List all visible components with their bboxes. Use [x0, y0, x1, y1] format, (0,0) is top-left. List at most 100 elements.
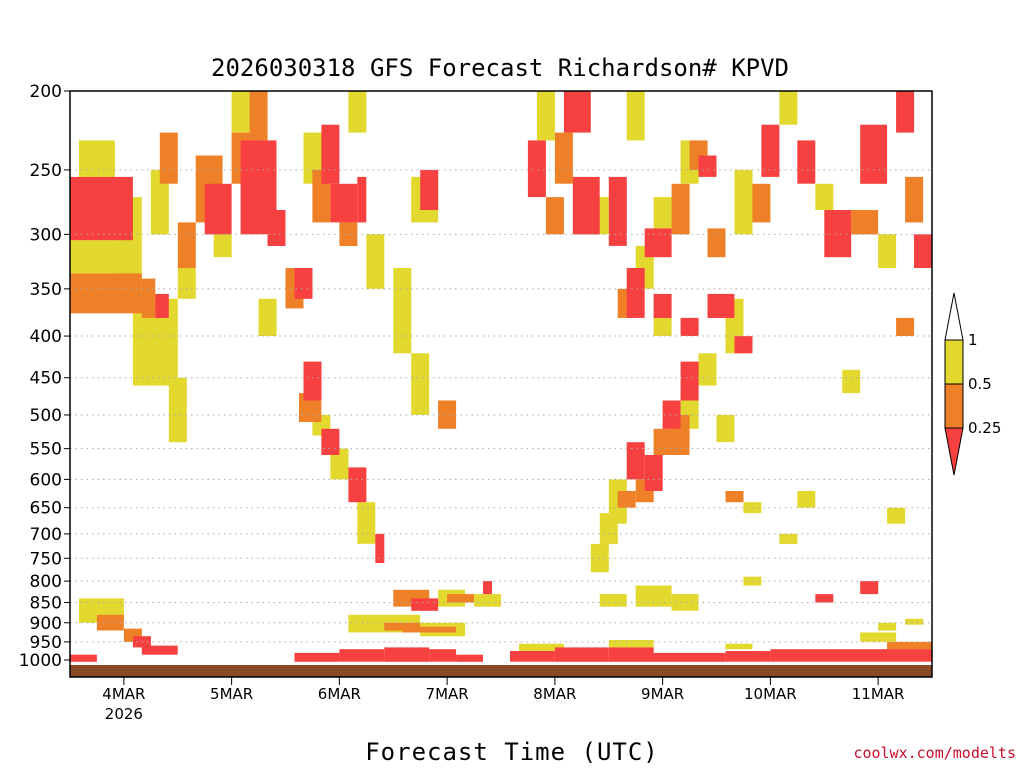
- contour-cell-ri-0.25-0.5: [617, 491, 636, 508]
- contour-cell-ri-0.5-1: [411, 353, 430, 415]
- y-tick-label-1000: 1000: [19, 651, 62, 671]
- contour-cell-ri-below-0.25: [321, 124, 340, 184]
- colorbar-segment-below-0.25: [944, 427, 964, 476]
- contour-cell-ri-below-0.25: [626, 268, 645, 318]
- contour-cell-ri-below-0.25: [860, 581, 879, 595]
- contour-cell-ri-below-0.25: [267, 210, 286, 246]
- contour-cell-ri-below-0.25: [411, 598, 439, 611]
- contour-cell-ri-0.5-1: [671, 594, 699, 611]
- contour-cell-ri-0.5-1: [878, 234, 897, 268]
- contour-cell-ri-below-0.25: [357, 176, 367, 223]
- contour-cell-ri-0.25-0.5: [896, 317, 915, 336]
- y-tick-label-200: 200: [30, 82, 62, 102]
- contour-cell-ri-0.5-1: [635, 585, 672, 607]
- contour-cell-ri-below-0.25: [572, 176, 600, 235]
- contour-cell-ri-0.5-1: [734, 169, 753, 235]
- contour-cell-ri-0.5-1: [168, 377, 187, 443]
- contour-cell-ri-below-0.25: [662, 400, 681, 429]
- contour-cell-ri-below-0.25: [797, 140, 816, 184]
- contour-cell-ri-below-0.25: [815, 594, 834, 603]
- x-tick-label-9MAR: 9MAR: [641, 685, 684, 703]
- contour-cell-ri-0.25-0.5: [887, 641, 932, 650]
- contour-cell-ri-0.5-1: [779, 533, 798, 544]
- colorbar-segment-0.25-0.5: [944, 383, 964, 429]
- contour-cell-ri-0.5-1: [79, 140, 115, 177]
- contour-cell-ri-below-0.25: [330, 183, 358, 223]
- contour-cell-ri-0.25-0.5: [707, 228, 726, 258]
- y-tick-label-450: 450: [30, 369, 62, 389]
- contour-cell-ri-below-0.25: [384, 647, 430, 662]
- contour-cell-ri-0.5-1: [779, 91, 798, 125]
- y-tick-label-950: 950: [30, 633, 62, 653]
- y-axis: 200 250 300 350 400 450 500 550 600 650 700 750 8008…: [19, 82, 70, 671]
- contour-cell-ri-below-0.25: [860, 124, 888, 184]
- contour-cell-ri-below-0.25: [770, 649, 932, 662]
- contour-cell-ri-0.5-1: [860, 632, 897, 642]
- contour-cell-ri-below-0.25: [608, 647, 654, 662]
- contour-cell-ri-0.25-0.5: [752, 183, 771, 223]
- contour-cell-ri-0.5-1: [599, 513, 618, 544]
- contour-cell-ri-below-0.25: [554, 647, 609, 662]
- chart-title: 2026030318 GFS Forecast Richardson# KPVD: [211, 54, 789, 82]
- contour-cell-ri-0.25-0.5: [70, 273, 142, 314]
- contour-cell-ri-0.25-0.5: [141, 278, 156, 318]
- contour-cell-ri-0.25-0.5: [96, 614, 124, 631]
- contour-cell-ri-0.5-1: [231, 91, 250, 133]
- contour-cell-ri-below-0.25: [294, 268, 313, 299]
- contour-cell-ri-below-0.25: [896, 91, 915, 133]
- y-tick-label-750: 750: [30, 549, 62, 569]
- grid-layer: [70, 169, 932, 643]
- contour-cell-ri-0.25-0.5: [438, 400, 457, 429]
- contour-cell-ri-0.5-1: [905, 618, 924, 625]
- contour-cell-ri-0.25-0.5: [402, 626, 457, 633]
- contour-cell-ri-0.5-1: [797, 491, 816, 508]
- contour-cell-ri-below-0.25: [456, 654, 483, 662]
- x-tick-label-11MAR: 11MAR: [852, 685, 905, 703]
- contour-cell-ri-0.5-1: [357, 502, 376, 544]
- contour-cell-ri-0.5-1: [878, 622, 897, 631]
- contour-cell-ri-0.5-1: [590, 543, 609, 573]
- contour-cell-ri-below-0.25: [824, 210, 852, 258]
- contour-cell-ri-0.5-1: [842, 369, 861, 394]
- contour-cell-ri-0.25-0.5: [447, 594, 474, 603]
- contour-cell-ri-below-0.25: [375, 533, 385, 563]
- colorbar-label-1: 1: [968, 331, 978, 349]
- y-tick-label-500: 500: [30, 406, 62, 426]
- colorbar-legend: 1 0.5 0.25: [944, 292, 1001, 476]
- contour-cell-ri-0.5-1: [330, 448, 349, 480]
- contour-cell-ri-0.5-1: [716, 414, 735, 443]
- y-tick-label-650: 650: [30, 499, 62, 519]
- y-tick-label-800: 800: [30, 572, 62, 592]
- contour-cell-ri-0.5-1: [626, 91, 645, 141]
- y-tick-label-600: 600: [30, 470, 62, 490]
- ground-strip: [70, 665, 932, 677]
- contour-cell-ri-0.25-0.5: [905, 176, 924, 223]
- credit-text: coolwx.com/modelts: [853, 744, 1016, 762]
- contour-cell-ri-below-0.25: [707, 293, 735, 318]
- contour-cell-ri-0.5-1: [519, 643, 564, 651]
- contour-cell-ri-below-0.25: [626, 442, 645, 480]
- contour-cell-ri-0.25-0.5: [545, 197, 564, 235]
- contour-cell-ri-below-0.25: [563, 91, 591, 133]
- contour-cell-ri-below-0.25: [303, 361, 322, 401]
- contour-cell-ri-below-0.25: [348, 467, 367, 503]
- contour-cell-ri-0.25-0.5: [159, 132, 178, 184]
- contour-cell-ri-0.5-1: [177, 268, 196, 299]
- plot-frame: [69, 90, 933, 678]
- contour-cell-ri-below-0.25: [680, 317, 699, 336]
- contour-cell-ri-below-0.25: [608, 176, 627, 246]
- contour-cell-ri-0.25-0.5: [554, 132, 573, 184]
- contour-cell-ri-0.5-1: [536, 91, 555, 141]
- x-axis: 4MAR 2026 5MAR 6MAR 7MAR 8MAR 9MAR 10MAR 11MAR: [102, 677, 904, 723]
- contour-cell-ri-below-0.25: [644, 455, 663, 491]
- contour-cell-ri-0.5-1: [348, 91, 367, 133]
- contour-cell-ri-below-0.25: [680, 361, 699, 401]
- contour-cell-ri-0.25-0.5: [177, 222, 196, 269]
- contour-cell-ri-below-0.25: [321, 428, 340, 455]
- contour-cell-ri-below-0.25: [653, 652, 726, 662]
- colorbar-label-0.5: 0.5: [968, 375, 992, 393]
- contour-cell-ri-below-0.25: [141, 645, 178, 655]
- y-tick-label-850: 850: [30, 594, 62, 614]
- contour-cell-ri-below-0.25: [70, 654, 97, 662]
- contour-cell-ri-0.25-0.5: [249, 91, 268, 141]
